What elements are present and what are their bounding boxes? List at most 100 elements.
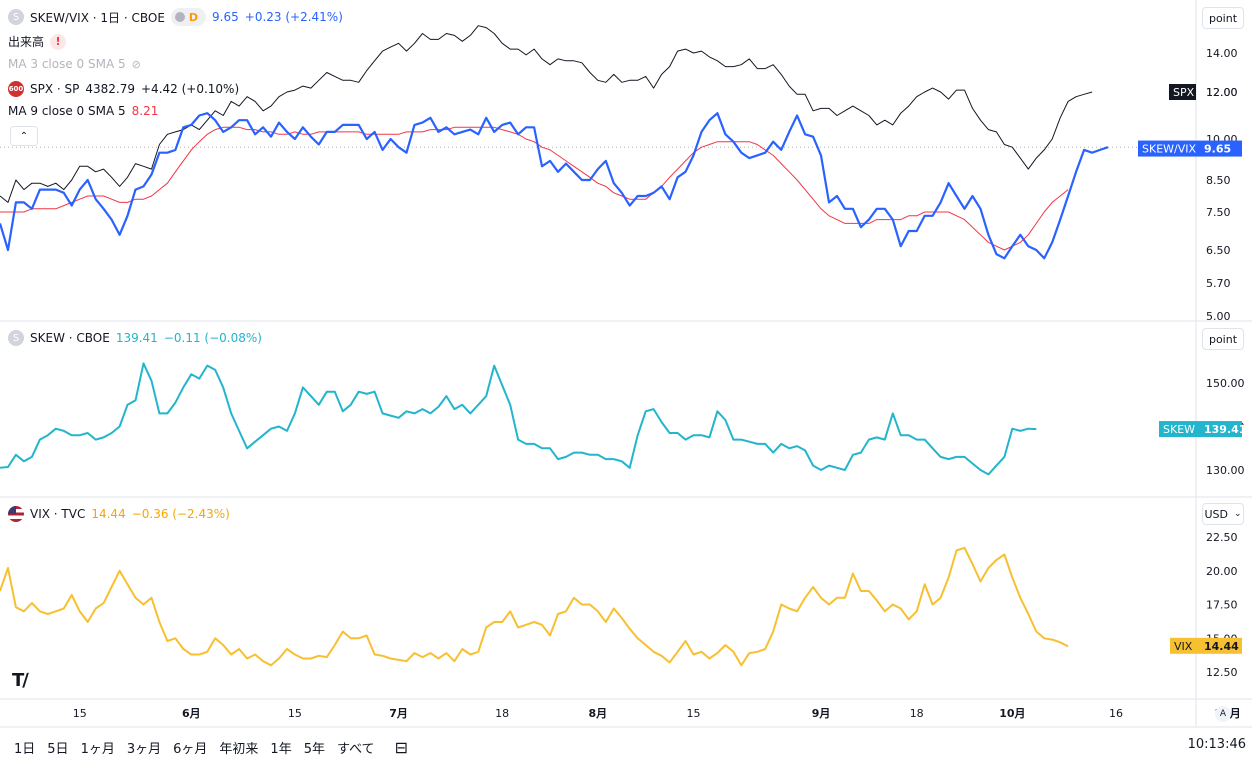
volume-legend[interactable]: 出来高 ! [8,33,67,50]
skew-y-tick-0: 150.00 [1206,377,1245,390]
main-y-tick-5: 6.50 [1206,244,1231,257]
range-button-3[interactable]: 3ヶ月 [126,741,162,757]
interval-label: D [188,10,199,24]
range-button-8[interactable]: すべて [336,741,375,757]
x-tick-9: 10月 [999,707,1025,720]
skew-price-tag-value-bg [1196,421,1242,438]
vix-line [0,546,1069,667]
auto-scale-button[interactable]: A [1215,706,1231,722]
range-toolbar: 1日 5日 1ヶ月 3ヶ月 6ヶ月 年初来 1年 5年 すべて ⊟ [0,728,1252,766]
range-button-1[interactable]: 5日 [47,741,69,757]
spx-legend[interactable]: 600 SPX · SP 4382.79 +4.42 (+0.10%) [8,81,239,97]
ma-gray-legend[interactable]: MA 3 close 0 SMA 5 ⊘ [8,57,141,71]
x-tick-1: 6月 [182,707,201,720]
spx-tag-value: 12.00 [1206,86,1238,99]
main-y-tick-6: 5.70 [1206,277,1231,290]
collapse-legend-button[interactable]: ⌃ [10,126,38,146]
x-tick-4: 18 [495,707,509,720]
skewvix-price-tag-label-bg [1138,140,1196,157]
change-value: +0.23 (+2.41%) [244,10,343,24]
ma-red-value: 8.21 [131,104,159,118]
vix-y-tick-0: 22.50 [1206,531,1238,544]
vix-y-tick-2: 17.50 [1206,599,1238,612]
vix-price-tag-label-bg [1170,637,1196,654]
vix-y-tick-4: 12.50 [1206,666,1238,679]
vix-price-tag: VIX 14.44 [1170,637,1242,654]
skew-price-tag-label: SKEW [1163,423,1195,436]
us-flag-icon [8,506,24,522]
skew-symbol-icon: S [8,330,24,346]
clock-display[interactable]: 10:13:46 [1187,737,1246,752]
skew-y-tick-2: 130.00 [1206,464,1245,477]
vix-price-tag-label: VIX [1174,640,1193,653]
x-tick-3: 7月 [389,707,408,720]
spx-change: +4.42 (+0.10%) [141,82,240,96]
skewvix-line [0,112,1109,260]
warning-icon[interactable]: ! [50,33,67,50]
hidden-eye-icon[interactable]: ⊘ [131,57,141,71]
vix-y-tick-1: 20.00 [1206,565,1238,578]
range-button-4[interactable]: 6ヶ月 [173,741,208,757]
skew-price-tag-label-bg [1159,421,1196,438]
x-tick-5: 8月 [589,707,608,720]
symbol-icon: S [8,9,24,25]
pane3-unit-button[interactable]: USD ⌄ [1202,503,1244,525]
skew-legend[interactable]: S SKEW · CBOE 139.41 −0.11 (−0.08%) [8,330,262,346]
spx-tag-bg [1169,84,1196,100]
volume-label: 出来高 [8,35,45,49]
skewvix-price-tag-value-bg [1196,140,1242,157]
vix-value: 14.44 [91,507,126,521]
skew-line [0,362,1037,476]
range-button-7[interactable]: 5年 [303,741,325,757]
spx-value: 4382.79 [85,82,135,96]
pane3-unit-label: USD [1204,507,1228,521]
main-y-tick-7: 5.00 [1206,310,1231,323]
main-y-tick-0: 14.00 [1206,47,1238,60]
main-y-tick-4: 7.50 [1206,206,1231,219]
date-range-icon[interactable]: ⊟ [394,737,408,757]
spx-icon: 600 [8,81,24,97]
range-button-0[interactable]: 1日 [14,741,36,757]
pane1-unit-button[interactable]: point [1202,7,1244,29]
ma-red-line [0,126,1069,251]
x-tick-8: 18 [910,707,924,720]
skewvix-price-tag-value: 9.65 [1204,143,1231,156]
ma-gray-label: MA 3 close 0 SMA 5 [8,57,126,71]
x-tick-6: 15 [686,707,700,720]
x-tick-2: 15 [288,707,302,720]
skew-label: SKEW · CBOE [30,331,110,345]
vix-label: VIX · TVC [30,507,86,521]
symbol-title[interactable]: SKEW/VIX · 1日 · CBOE [30,10,165,25]
spx-tag-label: SPX [1173,86,1195,99]
vix-legend[interactable]: VIX · TVC 14.44 −0.36 (−2.43%) [8,506,230,522]
vix-price-tag-value-bg [1196,637,1242,654]
skew-change: −0.11 (−0.08%) [163,331,262,345]
x-tick-0: 15 [73,707,87,720]
skew-price-tag-value: 139.41 [1204,423,1246,436]
main-y-tick-1: 12.00 [1206,86,1238,99]
tradingview-logo-icon[interactable]: T∕ [12,670,29,691]
main-legend-row: S SKEW/VIX · 1日 · CBOE D 9.65 +0.23 (+2.… [8,8,343,26]
main-y-tick-3: 8.50 [1206,174,1231,187]
range-button-6[interactable]: 1年 [270,741,292,757]
spx-line [0,25,1093,203]
skew-value: 139.41 [115,331,158,345]
ma-red-label: MA 9 close 0 SMA 5 [8,104,126,118]
vix-change: −0.36 (−2.43%) [131,507,230,521]
x-tick-7: 9月 [812,707,831,720]
x-tick-10: 16 [1109,707,1123,720]
ma-red-legend[interactable]: MA 9 close 0 SMA 5 8.21 [8,104,158,118]
range-button-2[interactable]: 1ヶ月 [80,741,115,757]
vix-price-tag-value: 14.44 [1204,640,1239,653]
skewvix-price-tag-label: SKEW/VIX [1142,143,1196,156]
spx-label: SPX · SP [30,82,80,96]
chevron-down-icon: ⌄ [1233,509,1242,519]
skew-price-tag: SKEW 139.41 [1159,421,1246,438]
status-dot-icon [174,12,185,22]
pane2-unit-button[interactable]: point [1202,328,1244,350]
range-button-5[interactable]: 年初来 [219,741,259,757]
interval-badge[interactable]: D [170,8,207,26]
skewvix-price-tag: SKEW/VIX 9.65 [1138,140,1242,157]
range-buttons: 1日 5日 1ヶ月 3ヶ月 6ヶ月 年初来 1年 5年 すべて [8,738,381,757]
